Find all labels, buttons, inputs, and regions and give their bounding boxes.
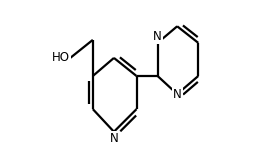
Text: N: N: [110, 132, 118, 145]
Text: N: N: [173, 88, 182, 101]
Text: HO: HO: [52, 51, 70, 64]
Text: N: N: [153, 30, 162, 43]
